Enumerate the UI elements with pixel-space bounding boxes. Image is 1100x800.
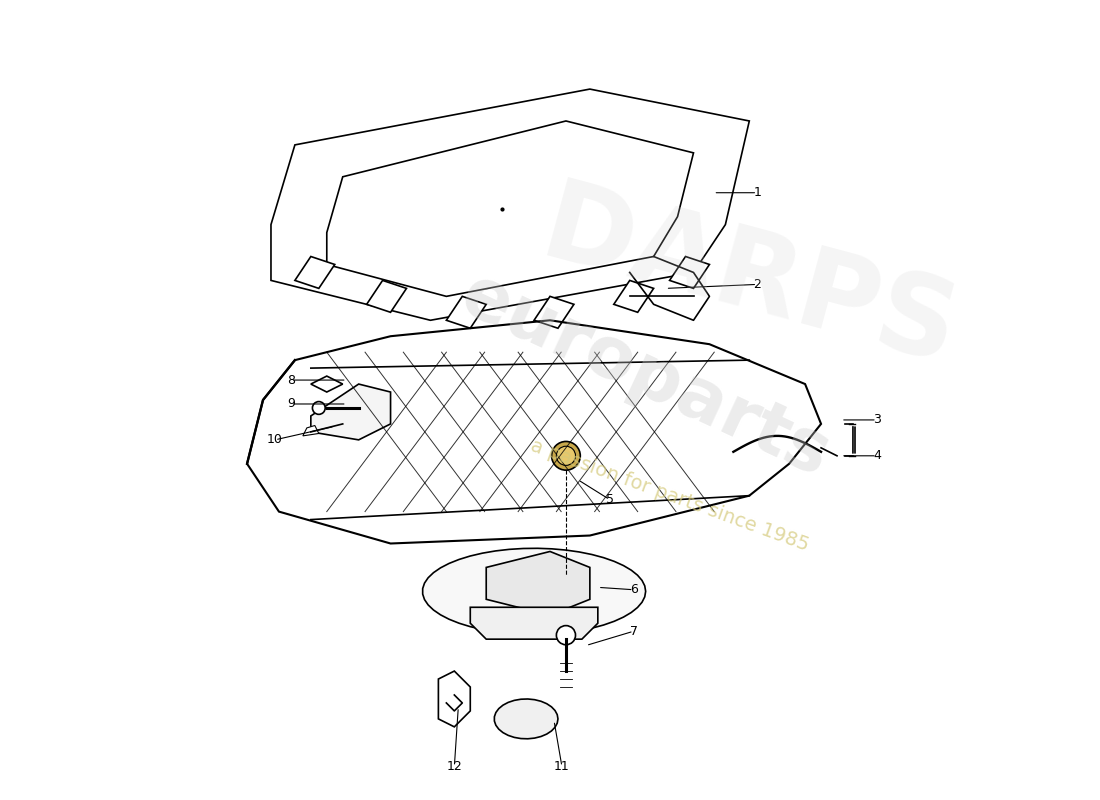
Polygon shape <box>311 384 390 440</box>
Text: 10: 10 <box>267 434 283 446</box>
Text: 12: 12 <box>447 760 462 774</box>
Circle shape <box>551 442 581 470</box>
Polygon shape <box>422 548 646 634</box>
Text: a passion for parts since 1985: a passion for parts since 1985 <box>528 436 812 555</box>
Polygon shape <box>447 296 486 328</box>
Circle shape <box>312 402 326 414</box>
Text: 9: 9 <box>287 398 295 410</box>
Polygon shape <box>366 281 407 312</box>
Polygon shape <box>614 281 653 312</box>
Polygon shape <box>471 607 597 639</box>
Polygon shape <box>535 296 574 328</box>
Text: 3: 3 <box>873 414 881 426</box>
Polygon shape <box>295 257 334 288</box>
Polygon shape <box>670 257 710 288</box>
Polygon shape <box>486 551 590 615</box>
Circle shape <box>557 626 575 645</box>
Circle shape <box>557 446 575 466</box>
Text: 5: 5 <box>606 493 614 506</box>
Text: DARPS: DARPS <box>530 174 968 387</box>
Text: 1: 1 <box>754 186 761 199</box>
Polygon shape <box>494 699 558 738</box>
Text: 8: 8 <box>287 374 295 386</box>
Text: 7: 7 <box>629 625 638 638</box>
Text: 11: 11 <box>554 760 570 774</box>
Polygon shape <box>311 376 343 392</box>
Text: europarts: europarts <box>450 261 842 492</box>
Polygon shape <box>302 426 319 436</box>
Text: 4: 4 <box>873 450 881 462</box>
Text: 6: 6 <box>630 583 638 596</box>
Text: 2: 2 <box>754 278 761 291</box>
